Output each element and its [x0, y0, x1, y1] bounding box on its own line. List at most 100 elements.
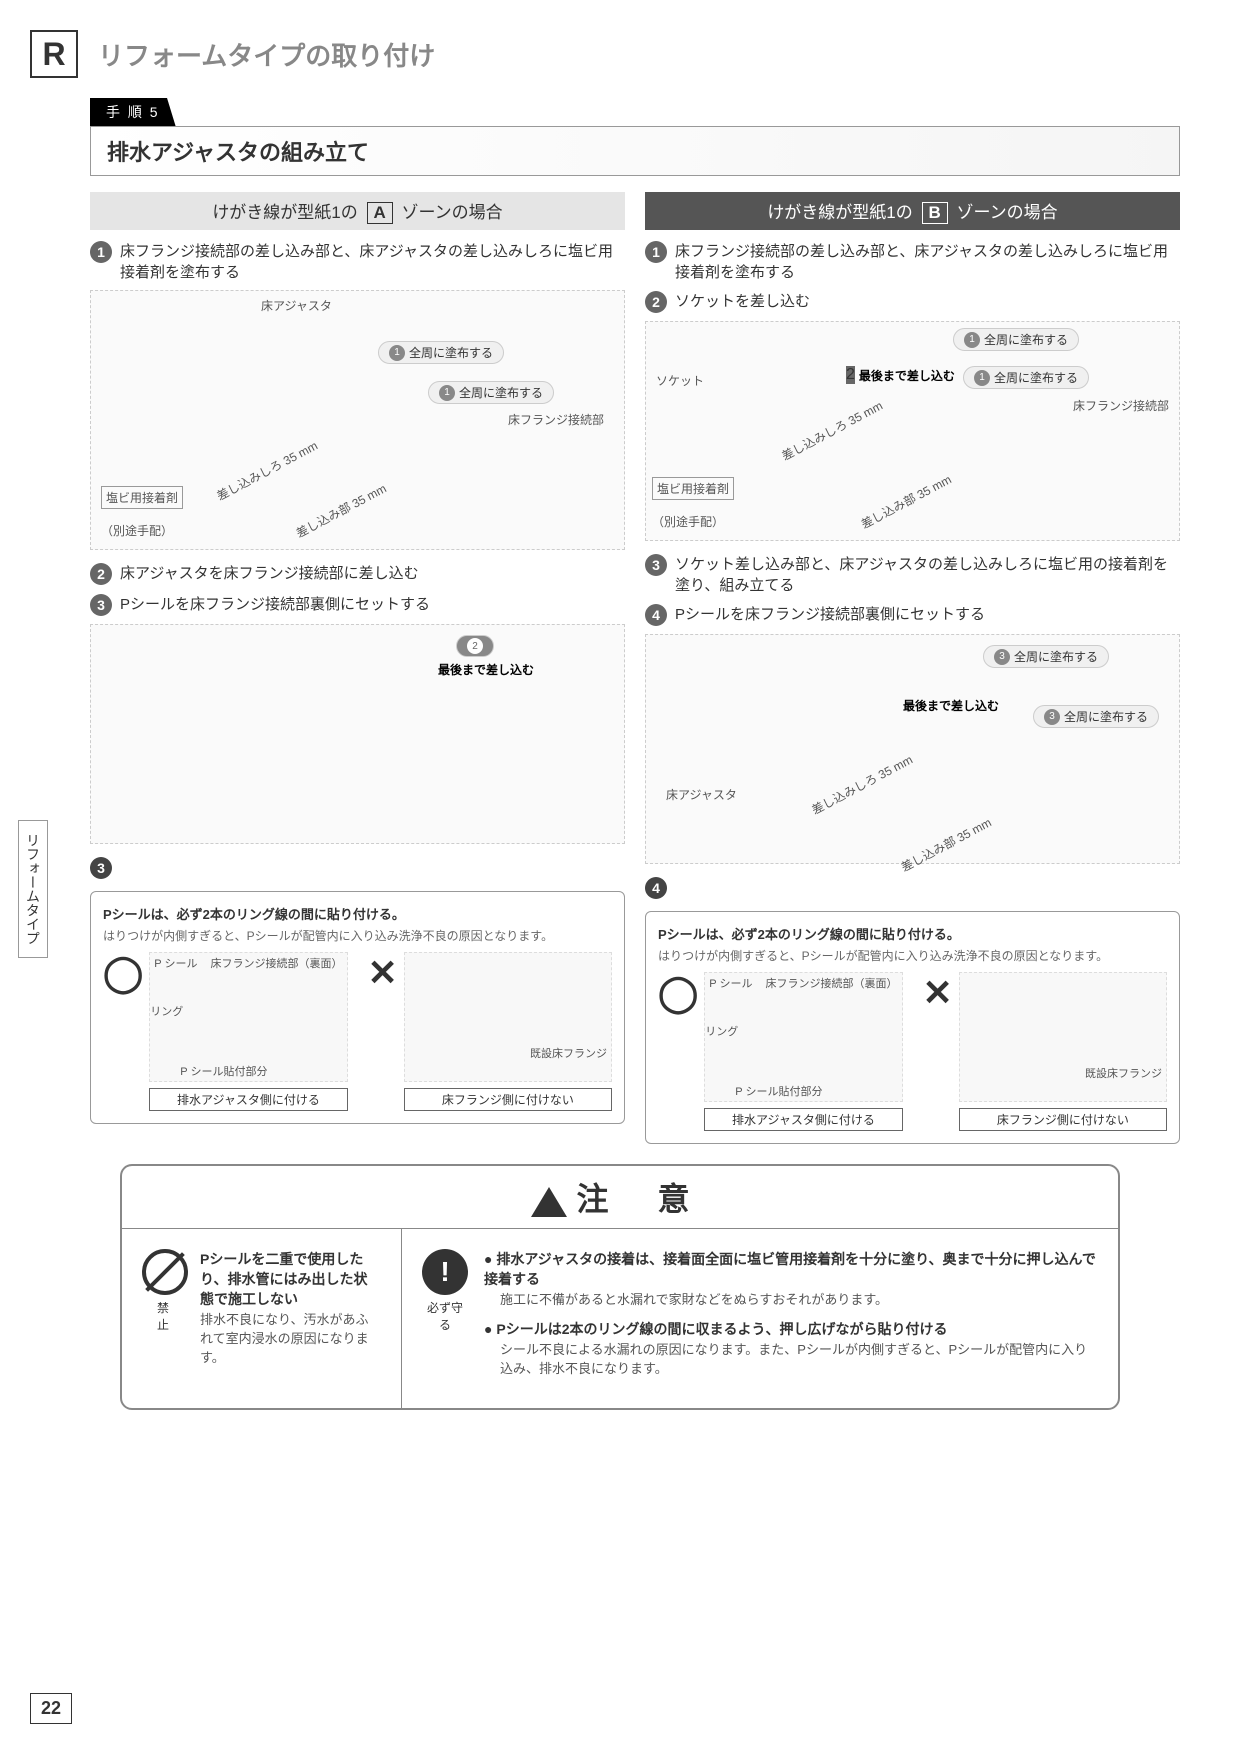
zone-a-step3: 3 Pシールを床フランジ接続部裏側にセットする: [90, 593, 625, 616]
zone-a-box: A: [367, 202, 393, 224]
yesno-row-a: ◯ P シール 床フランジ接続部（裏面） リング P シール貼付部分: [103, 952, 612, 1111]
num-4-badge: 4: [645, 877, 667, 899]
lbl-attach: P シール貼付部分: [180, 1063, 267, 1079]
callout-apply2: 1 全周に塗布する: [428, 381, 554, 404]
yes-caption: 排水アジャスタ側に付ける: [149, 1088, 347, 1111]
warn-r1-normal: 施工に不備があると水漏れで家財などをぬらすおそれがあります。: [500, 1289, 888, 1308]
mini-1-b2: 1: [974, 370, 990, 386]
num-1-icon-b: 1: [645, 241, 667, 263]
lbl-flangeback-b: 床フランジ接続部（裏面）: [766, 975, 898, 991]
lbl-attach-b: P シール貼付部分: [735, 1083, 822, 1099]
zone-a-step2: 2 床アジャスタを床フランジ接続部に差し込む: [90, 562, 625, 585]
lbl-pseal-b: P シール: [709, 975, 752, 991]
num-3-icon-b: 3: [645, 554, 667, 576]
zone-a-header: けがき線が型紙1の A ゾーンの場合: [90, 192, 625, 230]
no-diagram: 既設床フランジ: [404, 952, 612, 1082]
prohibit-icon: [142, 1249, 188, 1295]
zone-b-header: けがき線が型紙1の B ゾーンの場合: [645, 192, 1180, 230]
callout-b1-text: 全周に塗布する: [994, 369, 1078, 386]
mini-3a: 3: [994, 649, 1010, 665]
step-tab: 手 順 5: [90, 98, 176, 126]
zone-b-column: けがき線が型紙1の B ゾーンの場合 1 床フランジ接続部の差し込み部と、床アジ…: [645, 192, 1180, 1144]
pseal-title-b: Pシールは、必ず2本のリング線の間に貼り付ける。: [658, 924, 1167, 943]
warn-left-normal: 排水不良になり、汚水があふれて室内浸水の原因になります。: [200, 1309, 381, 1366]
callout-b1: 1 全周に塗布する: [963, 366, 1089, 389]
num-3-icon: 3: [90, 594, 112, 616]
warning-header: 注 意: [122, 1166, 1118, 1229]
section-badge: R: [30, 30, 78, 78]
lbl-ins2-b: 差し込み部 35 mm: [858, 471, 954, 533]
zone-b-step1-text: 床フランジ接続部の差し込み部と、床アジャスタの差し込みしろに塩ビ用接着剤を塗布す…: [675, 240, 1180, 282]
warn-r1: ● 排水アジャスタの接着は、接着面全面に塩ビ管用接着剤を十分に塗り、奥まで十分に…: [484, 1249, 1098, 1309]
warn-r2-bold: Pシールは2本のリング線の間に収まるよう、押し広げながら貼り付ける: [496, 1321, 947, 1337]
pseal-box-b: Pシールは、必ず2本のリング線の間に貼り付ける。 はりつけが内側すぎると、Pシー…: [645, 911, 1180, 1144]
zone-b-step2-text: ソケットを差し込む: [675, 290, 810, 311]
lbl-sep-b: （別途手配）: [652, 513, 724, 530]
lbl-socket: ソケット: [656, 372, 704, 389]
lbl-glue-b: 塩ビ用接着剤: [652, 477, 734, 500]
pseal-box-a: Pシールは、必ず2本のリング線の間に貼り付ける。 はりつけが内側すぎると、Pシー…: [90, 891, 625, 1124]
label-insert1: 差し込みしろ 35 mm: [214, 437, 321, 505]
label-glue: 塩ビ用接着剤: [101, 486, 183, 509]
num-2-icon-b: 2: [645, 291, 667, 313]
callout-3b: 3 全周に塗布する: [1033, 705, 1159, 728]
zone-a-suffix: ゾーンの場合: [402, 203, 503, 222]
callout-3a: 3 全周に塗布する: [983, 645, 1109, 668]
zone-b-suffix: ゾーンの場合: [957, 203, 1058, 222]
step-title: 排水アジャスタの組み立て: [90, 126, 1180, 176]
no-caption-b: 床フランジ側に付けない: [959, 1108, 1167, 1131]
columns: けがき線が型紙1の A ゾーンの場合 1 床フランジ接続部の差し込み部と、床アジ…: [90, 192, 1180, 1144]
mini-num-1: 1: [389, 345, 405, 361]
lbl-ins1-b: 差し込みしろ 35 mm: [779, 397, 886, 465]
zone-a-step1-text: 床フランジ接続部の差し込み部と、床アジャスタの差し込みしろに塩ビ用接着剤を塗布す…: [120, 240, 625, 282]
no-col: ✕ 既設床フランジ 床フランジ側に付けない: [368, 952, 613, 1111]
warn-r1-bold: 排水アジャスタの接着は、接着面全面に塩ビ管用接着剤を十分に塗り、奥まで十分に押し…: [484, 1251, 1096, 1287]
warning-right: ! 必ず守る ● 排水アジャスタの接着は、接着面全面に塩ビ管用接着剤を十分に塗り…: [402, 1229, 1118, 1408]
lbl-flangeback: 床フランジ接続部（裏面）: [211, 955, 343, 971]
callout-num2: 2: [456, 635, 494, 657]
warn-right-text: ● 排水アジャスタの接着は、接着面全面に塩ビ管用接着剤を十分に塗り、奥まで十分に…: [484, 1249, 1098, 1388]
cross-ng-icon: ✕: [368, 952, 398, 994]
warn-r2: ● Pシールは2本のリング線の間に収まるよう、押し広げながら貼り付ける シール不…: [484, 1319, 1098, 1378]
lbl-ring: リング: [150, 1003, 183, 1019]
mini-num-1b: 1: [439, 385, 455, 401]
yes-col: ◯ P シール 床フランジ接続部（裏面） リング P シール貼付部分: [103, 952, 348, 1111]
must-label: 必ず守る: [422, 1299, 468, 1333]
no-diagram-b: 既設床フランジ: [959, 972, 1167, 1102]
lbl-existing-b: 既設床フランジ: [1085, 1065, 1162, 1081]
yes-caption-b: 排水アジャスタ側に付ける: [704, 1108, 902, 1131]
zone-a-step1: 1 床フランジ接続部の差し込み部と、床アジャスタの差し込みしろに塩ビ用接着剤を塗…: [90, 240, 625, 282]
callout-text: 全周に塗布する: [409, 344, 493, 361]
prohibit-block: 禁 止: [142, 1249, 188, 1333]
num-4-icon-b: 4: [645, 604, 667, 626]
must-block: ! 必ず守る: [422, 1249, 468, 1333]
lbl-flange-b: 床フランジ接続部: [1073, 397, 1169, 414]
callout-apply1: 1 全周に塗布する: [378, 341, 504, 364]
no-caption: 床フランジ側に付けない: [404, 1088, 612, 1111]
callout-text2: 全周に塗布する: [459, 384, 543, 401]
yes-diagram: P シール 床フランジ接続部（裏面） リング P シール貼付部分: [149, 952, 347, 1082]
must-icon: !: [422, 1249, 468, 1295]
warning-box: 注 意 禁 止 Pシールを二重で使用したり、排水管にはみ出した状態で施工しない …: [120, 1164, 1120, 1410]
yes-diagram-b: P シール 床フランジ接続部（裏面） リング P シール貼付部分: [704, 972, 902, 1102]
page-number: 22: [30, 1693, 72, 1724]
zone-a-step2-text: 床アジャスタを床フランジ接続部に差し込む: [120, 562, 419, 583]
prohibit-label: 禁 止: [142, 1299, 188, 1333]
lbl-pseal: P シール: [154, 955, 197, 971]
zone-a-prefix: けがき線が型紙1の: [212, 203, 357, 222]
circle-ok-icon-b: ◯: [658, 972, 698, 1014]
callout-top-b: 1 全周に塗布する: [953, 328, 1079, 351]
warn-left-text: Pシールを二重で使用したり、排水管にはみ出した状態で施工しない 排水不良になり、…: [200, 1249, 381, 1366]
warn-left-bold: Pシールを二重で使用したり、排水管にはみ出した状態で施工しない: [200, 1249, 381, 1309]
page-content: R リフォームタイプの取り付け 手 順 5 排水アジャスタの組み立て けがき線が…: [0, 0, 1240, 1440]
callout-b2: 2 最後まで差し込む: [846, 366, 955, 384]
no-col-b: ✕ 既設床フランジ 床フランジ側に付けない: [923, 972, 1168, 1131]
zone-b-box: B: [922, 202, 948, 224]
num-2-icon: 2: [90, 563, 112, 585]
pseal-title: Pシールは、必ず2本のリング線の間に貼り付ける。: [103, 904, 612, 923]
warn-r2-normal: シール不良による水漏れの原因になります。また、Pシールが内側すぎると、Pシールが…: [500, 1339, 1098, 1377]
zone-b-step4-text: Pシールを床フランジ接続部裏側にセットする: [675, 603, 985, 624]
zone-b-step2: 2 ソケットを差し込む: [645, 290, 1180, 313]
callout-top-text: 全周に塗布する: [984, 331, 1068, 348]
pseal-sub-b: はりつけが内側すぎると、Pシールが配管内に入り込み洗浄不良の原因となります。: [658, 947, 1167, 964]
